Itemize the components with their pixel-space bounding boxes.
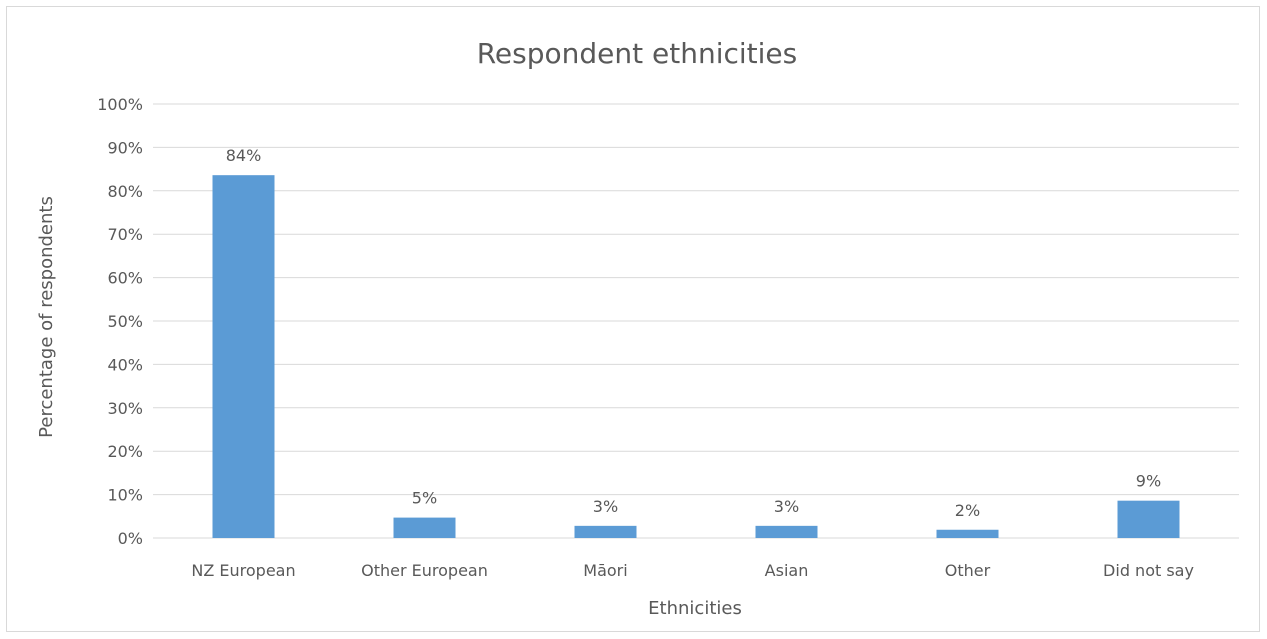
x-tick-label: Māori <box>583 561 627 580</box>
x-tick-label: Other <box>945 561 991 580</box>
y-tick-label: 100% <box>97 95 143 114</box>
bar-data-label: 84% <box>226 146 262 165</box>
data-labels: 84% 5% 3% 3% 2% 9% <box>226 146 1161 520</box>
y-axis-ticks: 0% 10% 20% 30% 40% 50% 60% 70% 80% 90% 100% <box>97 95 143 548</box>
bar-data-label: 5% <box>412 489 437 508</box>
x-axis-ticks: NZ European Other European Māori Asian Other… <box>191 561 1194 580</box>
bars <box>212 175 1180 538</box>
x-tick-label: NZ European <box>191 561 295 580</box>
y-tick-label: 60% <box>107 269 143 288</box>
y-axis-title: Percentage of respondents <box>36 196 57 438</box>
y-tick-label: 20% <box>107 442 143 461</box>
bar <box>574 525 637 538</box>
bar-data-label: 3% <box>593 497 618 516</box>
bar <box>393 517 456 538</box>
gridlines <box>153 103 1239 539</box>
bar-data-label: 9% <box>1136 472 1161 491</box>
y-tick-label: 30% <box>107 399 143 418</box>
bar <box>212 175 275 538</box>
y-tick-label: 50% <box>107 312 143 331</box>
x-tick-label: Asian <box>765 561 809 580</box>
bar <box>755 525 818 538</box>
chart-title: Respondent ethnicities <box>477 37 798 70</box>
y-tick-label: 90% <box>107 138 143 157</box>
x-tick-label: Did not say <box>1103 561 1194 580</box>
y-tick-label: 70% <box>107 225 143 244</box>
bar-data-label: 2% <box>955 501 980 520</box>
bar-data-label: 3% <box>774 497 799 516</box>
y-tick-label: 40% <box>107 355 143 374</box>
y-tick-label: 10% <box>107 486 143 505</box>
y-tick-label: 80% <box>107 182 143 201</box>
x-tick-label: Other European <box>361 561 488 580</box>
bar <box>1117 500 1180 538</box>
bar <box>936 529 999 538</box>
y-tick-label: 0% <box>118 529 143 548</box>
x-axis-title: Ethnicities <box>648 598 742 619</box>
